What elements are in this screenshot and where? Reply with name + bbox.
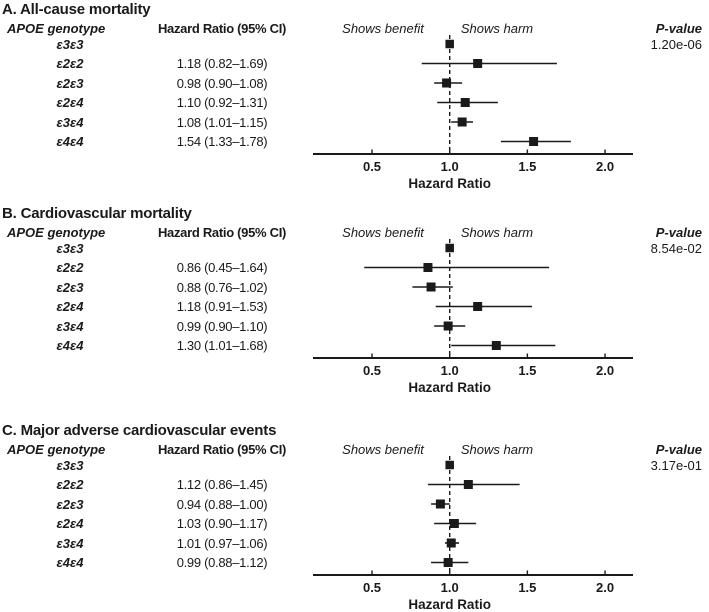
genotype-column-header: APOE genotype (7, 21, 106, 36)
hr-ci-value: 0.86 (0.45–1.64) (176, 260, 268, 275)
hr-ci-value: 1.30 (1.01–1.68) (176, 338, 268, 353)
genotype-column-header: APOE genotype (7, 442, 106, 457)
genotype-label: ε2ε4 (56, 299, 84, 314)
hr-ci-column-header: Hazard Ratio (95% CI) (157, 225, 287, 240)
x-axis-label: Hazard Ratio (408, 380, 491, 395)
shows-harm-label: Shows harm (460, 225, 534, 240)
x-tick-label: 2.0 (595, 363, 615, 378)
hr-ci-value: 0.94 (0.88–1.00) (176, 496, 268, 512)
genotype-label: ε2ε3 (56, 75, 84, 91)
forest-panel: C. Major adverse cardiovascular events AP… (0, 421, 709, 612)
hr-marker (473, 302, 483, 311)
genotype-column-header: APOE genotype (7, 225, 106, 240)
hr-marker (491, 341, 501, 350)
genotype-label: ε3ε4 (56, 114, 84, 130)
shows-harm-label: Shows harm (460, 442, 534, 457)
x-tick-label: 1.0 (440, 580, 459, 595)
hr-ci-value: 1.18 (0.91–1.53) (176, 299, 268, 314)
pvalue-column-header: P-value (655, 21, 702, 36)
panel-title: B. Cardiovascular mortality (2, 205, 192, 222)
genotype-label: ε3ε4 (56, 535, 84, 551)
pvalue-column-header: P-value (655, 442, 702, 457)
genotype-label: ε4ε4 (56, 134, 84, 149)
hr-marker (473, 59, 483, 68)
hr-marker (460, 98, 470, 107)
x-axis-label: Hazard Ratio (408, 597, 491, 612)
hr-ci-value (145, 37, 299, 52)
genotype-label: ε2ε3 (56, 279, 84, 295)
genotype-label: ε3ε3 (56, 36, 84, 52)
genotype-label: ε2ε2 (56, 260, 84, 275)
hr-ci-value: 1.54 (1.33–1.78) (176, 134, 268, 149)
x-tick-label: 2.0 (595, 159, 615, 174)
panel-title: A. All-cause mortality (2, 1, 151, 18)
shows-harm-label: Shows harm (460, 21, 534, 36)
genotype-label: ε4ε4 (56, 555, 84, 570)
hr-marker (457, 117, 467, 127)
forest-panel: A. All-cause mortality APOE genotype Hazar… (0, 0, 709, 204)
hr-marker (449, 519, 459, 528)
hr-ci-value: 1.01 (0.97–1.06) (176, 535, 268, 551)
hr-marker (443, 321, 453, 331)
hr-ci-value: 0.99 (0.90–1.10) (176, 318, 268, 334)
x-tick-label: 1.0 (440, 159, 459, 174)
hr-marker (445, 243, 454, 253)
hr-ci-value (145, 458, 299, 473)
hr-ci-value: 0.98 (0.90–1.08) (176, 75, 268, 91)
x-axis-label: Hazard Ratio (408, 176, 491, 191)
forest-panel: B. Cardiovascular mortality APOE genotype… (0, 204, 709, 421)
hr-ci-column-header: Hazard Ratio (95% CI) (157, 21, 287, 36)
hr-marker (435, 499, 445, 509)
genotype-label: ε4ε4 (56, 338, 84, 353)
hr-ci-value: 0.88 (0.76–1.02) (176, 279, 268, 295)
genotype-label: ε2ε2 (56, 56, 84, 71)
shows-benefit-label: Shows benefit (342, 442, 424, 457)
pvalue-column-header: P-value (655, 225, 702, 240)
x-tick-label: 0.5 (362, 580, 382, 595)
hr-marker (442, 78, 452, 88)
x-tick-label: 1.5 (518, 580, 537, 595)
hr-ci-value: 0.99 (0.88–1.12) (176, 555, 268, 570)
forest-plot-svg (313, 35, 633, 155)
hr-ci-column-header: Hazard Ratio (95% CI) (157, 442, 287, 457)
shows-benefit-label: Shows benefit (342, 225, 424, 240)
hr-ci-value (145, 241, 299, 256)
x-tick-label: 1.5 (518, 159, 537, 174)
hr-marker (426, 282, 436, 292)
hr-marker (445, 39, 454, 49)
hr-ci-value: 1.03 (0.90–1.17) (176, 516, 268, 531)
panel-title: C. Major adverse cardiovascular events (2, 422, 277, 439)
hr-marker (463, 480, 473, 489)
x-tick-label: 1.5 (518, 363, 537, 378)
hr-ci-value: 1.18 (0.82–1.69) (176, 56, 268, 71)
shows-benefit-label: Shows benefit (342, 21, 424, 36)
genotype-label: ε3ε4 (56, 318, 84, 334)
pvalue: 1.20e-06 (650, 36, 702, 52)
forest-plot-svg (313, 239, 633, 359)
hr-marker (445, 460, 454, 470)
pvalue: 8.54e-02 (650, 240, 702, 256)
x-tick-label: 0.5 (362, 363, 382, 378)
genotype-label: ε2ε2 (56, 477, 84, 492)
hr-ci-value: 1.12 (0.86–1.45) (176, 477, 268, 492)
x-tick-label: 1.0 (440, 363, 459, 378)
x-tick-label: 2.0 (595, 580, 615, 595)
hr-marker (529, 137, 539, 146)
hr-ci-value: 1.08 (1.01–1.15) (176, 114, 268, 130)
hr-marker (423, 263, 433, 272)
genotype-label: ε3ε3 (56, 240, 84, 256)
genotype-label: ε3ε3 (56, 457, 84, 473)
genotype-label: ε2ε4 (56, 95, 84, 110)
hr-marker (446, 538, 456, 548)
x-tick-label: 0.5 (362, 159, 382, 174)
hr-ci-value: 1.10 (0.92–1.31) (176, 95, 268, 110)
pvalue: 3.17e-01 (650, 457, 702, 473)
forest-plot-svg (313, 456, 633, 576)
genotype-label: ε2ε3 (56, 496, 84, 512)
genotype-label: ε2ε4 (56, 516, 84, 531)
hr-marker (443, 558, 453, 567)
